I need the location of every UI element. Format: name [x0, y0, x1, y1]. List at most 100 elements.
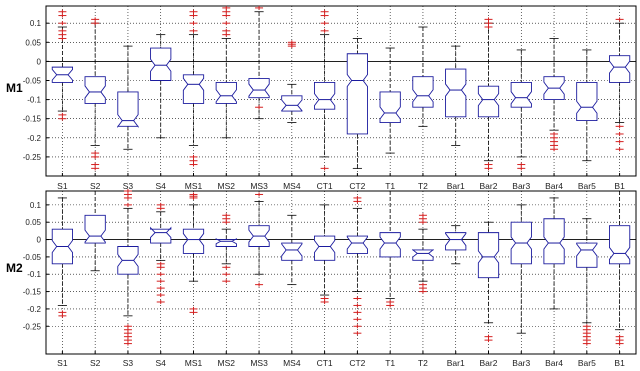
panel-m1: -0.25 -0.2 -0.15 -0.1 -0.05 0 0.05 0.1 S1 S2 S3 S4 M… — [23, 5, 637, 191]
panel-m2: -0.25 -0.2 -0.15 -0.1 -0.05 0 0.05 0.1 S1 S2 S3 S4 M… — [23, 189, 637, 368]
y-tick-label: 0.1 — [30, 201, 42, 210]
category-label: MS2 — [218, 358, 236, 368]
category-label: S4 — [156, 181, 167, 191]
box-body — [477, 232, 500, 279]
box-s1 — [51, 197, 73, 318]
category-label: CT1 — [317, 181, 333, 191]
box-body — [314, 81, 336, 110]
box-bar1 — [445, 45, 467, 146]
category-label: CT2 — [349, 181, 365, 191]
category-label: T1 — [385, 358, 395, 368]
y-tick-label: 0.1 — [30, 19, 42, 28]
box-body — [412, 248, 434, 261]
y-tick-label: -0.1 — [27, 96, 41, 105]
box-body — [84, 76, 106, 104]
box-ms1 — [182, 9, 205, 167]
box-ms2 — [215, 5, 237, 139]
category-label: S1 — [57, 181, 68, 191]
category-label: Bar2 — [480, 181, 498, 191]
y-tick-label: -0.25 — [23, 153, 42, 162]
box-body — [215, 81, 237, 104]
box-body — [281, 95, 303, 112]
category-label: Bar1 — [447, 358, 465, 368]
box-b1 — [609, 190, 631, 346]
box-s4 — [150, 34, 172, 139]
y-tick-label: -0.2 — [27, 134, 41, 143]
box-ms3 — [248, 5, 270, 120]
box-body — [609, 225, 631, 265]
box-ms4 — [281, 214, 303, 286]
y-tick-label: -0.15 — [23, 115, 42, 124]
box-body — [477, 85, 500, 118]
box-s1 — [51, 9, 73, 121]
y-tick-label: -0.25 — [23, 322, 42, 331]
box-body — [182, 228, 205, 254]
category-label: S3 — [123, 181, 134, 191]
y-tick-label: 0 — [37, 57, 42, 66]
box-t1 — [379, 190, 401, 308]
box-ms2 — [215, 213, 237, 284]
box-body — [182, 74, 205, 104]
box-body — [543, 218, 565, 265]
box-bar2 — [477, 17, 500, 171]
box-bar4 — [543, 197, 565, 310]
plot-frame — [45, 190, 637, 355]
box-t1 — [379, 47, 401, 154]
category-label: S2 — [90, 181, 101, 191]
box-bar3 — [510, 49, 532, 171]
box-body — [609, 55, 631, 83]
box-bar5 — [576, 218, 598, 346]
box-body — [150, 226, 172, 244]
box-body — [576, 242, 598, 268]
box-bar2 — [477, 221, 500, 343]
category-label: Bar4 — [545, 181, 563, 191]
y-tick-label: -0.05 — [23, 253, 42, 262]
panel-label-m2: M2 — [6, 261, 23, 275]
category-label: Bar1 — [447, 181, 465, 191]
box-s3 — [117, 189, 139, 346]
box-body — [445, 68, 467, 118]
box-ct1 — [314, 204, 336, 304]
category-label: Bar5 — [578, 358, 596, 368]
box-body — [281, 242, 303, 261]
box-bar5 — [576, 49, 598, 162]
box-s2 — [84, 190, 106, 272]
y-tick-label: 0.05 — [25, 38, 41, 47]
box-ms4 — [281, 40, 303, 123]
box-s3 — [117, 45, 139, 150]
category-label: CT2 — [349, 358, 365, 368]
y-tick-label: -0.05 — [23, 76, 42, 85]
box-body — [248, 78, 270, 99]
box-b1 — [609, 17, 631, 152]
box-body — [84, 214, 106, 244]
box-ct1 — [314, 9, 336, 171]
box-body — [379, 232, 401, 258]
y-tick-label: -0.15 — [23, 288, 42, 297]
category-label: S1 — [57, 358, 68, 368]
box-body — [346, 235, 368, 254]
box-ms1 — [182, 192, 205, 315]
y-tick-label: -0.2 — [27, 305, 41, 314]
panel-label-m1: M1 — [6, 81, 23, 95]
category-label: MS2 — [218, 181, 236, 191]
category-label: Bar4 — [545, 358, 563, 368]
box-s2 — [84, 17, 106, 171]
box-s4 — [150, 202, 172, 304]
category-label: Bar2 — [480, 358, 498, 368]
box-t2 — [412, 213, 434, 294]
category-label: T2 — [418, 181, 428, 191]
y-tick-label: 0.05 — [25, 218, 41, 227]
box-bar1 — [445, 225, 467, 265]
category-label: Bar3 — [512, 181, 530, 191]
box-body — [215, 238, 237, 247]
box-body — [412, 76, 434, 108]
category-label: Bar3 — [512, 358, 530, 368]
box-body — [510, 81, 532, 108]
category-label: T1 — [385, 181, 395, 191]
category-label: CT1 — [317, 358, 333, 368]
plot-frame — [45, 5, 637, 177]
box-body — [314, 235, 336, 261]
box-body — [379, 91, 401, 123]
box-bar4 — [543, 38, 565, 152]
box-ct2 — [346, 195, 368, 336]
